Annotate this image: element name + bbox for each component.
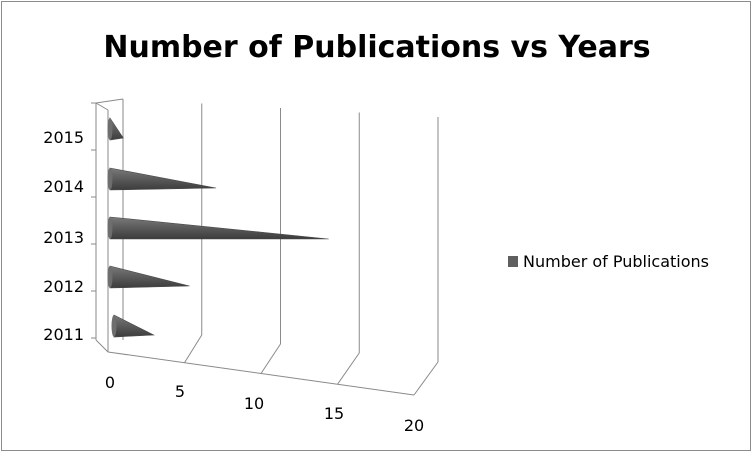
bar-2011	[113, 314, 155, 338]
y-tick-label-2013: 2013	[43, 228, 84, 247]
x-tick-label-0: 0	[105, 373, 115, 392]
bars	[107, 117, 329, 338]
bar-2014	[109, 167, 217, 191]
y-tick-labels: 2011 2012 2013 2014 2015	[43, 128, 84, 344]
floor-gridline-20	[413, 361, 439, 396]
bar-2013	[109, 216, 329, 240]
grid-lines	[91, 98, 439, 396]
x-tick-label-5: 5	[175, 382, 185, 401]
y-tick-label-2012: 2012	[43, 277, 84, 296]
floor-gridline-15	[337, 352, 360, 385]
y-tick-label-2015: 2015	[43, 128, 84, 147]
y-tick-label-2014: 2014	[43, 177, 84, 196]
x-tick-label-20: 20	[404, 416, 424, 435]
floor-gridline-5	[184, 334, 203, 364]
bar-base-2014	[107, 168, 113, 190]
chart-title: Number of Publications vs Years	[103, 30, 651, 65]
bar-base-2015	[107, 118, 113, 140]
legend: Number of Publications	[508, 252, 709, 271]
bar-base-2012	[107, 266, 113, 288]
legend-label: Number of Publications	[523, 252, 710, 271]
floor-gridline-10	[260, 343, 281, 374]
legend-swatch	[508, 256, 518, 267]
x-tick-label-10: 10	[244, 394, 264, 413]
x-tick-label-15: 15	[324, 404, 344, 423]
floor-front-edge	[107, 351, 415, 396]
floor-side-edge	[95, 339, 109, 353]
bar-base-2011	[111, 315, 117, 337]
side-wall-top	[95, 102, 109, 111]
back-wall-top-left	[95, 98, 124, 104]
x-tick-labels: 0 5 10 15 20	[105, 373, 424, 435]
bar-base-2013	[107, 217, 113, 239]
bar-2012	[109, 265, 190, 289]
y-tick-label-2011: 2011	[43, 325, 84, 344]
